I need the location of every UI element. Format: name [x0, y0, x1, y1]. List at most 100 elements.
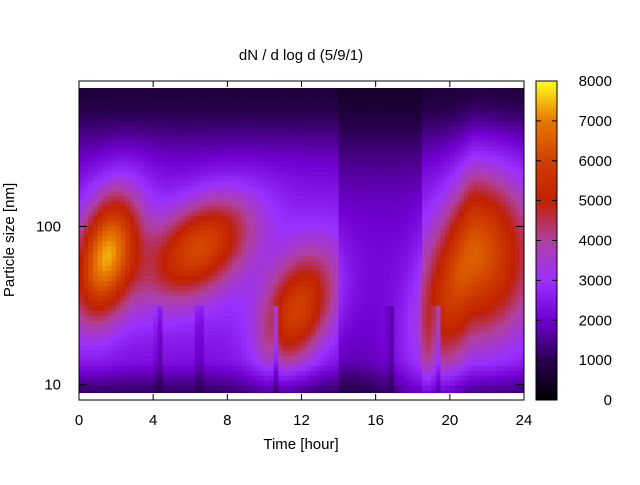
heatmap-cell	[380, 335, 386, 341]
heatmap-cell	[292, 120, 298, 127]
heatmap-cell	[194, 100, 201, 107]
heatmap-cell	[148, 285, 154, 291]
heatmap-cell	[199, 185, 205, 192]
heatmap-cell	[162, 385, 168, 391]
heatmap-cell	[241, 145, 247, 152]
heatmap-cell	[255, 90, 261, 97]
heatmap-cell	[310, 115, 317, 122]
heatmap-cell	[357, 350, 363, 356]
heatmap-cell	[157, 270, 164, 276]
heatmap-cell	[375, 195, 381, 202]
heatmap-cell	[292, 230, 298, 237]
heatmap-cell	[162, 215, 168, 222]
heatmap-cell	[213, 185, 219, 192]
heatmap-cell	[106, 195, 113, 202]
heatmap-cell	[129, 265, 136, 271]
heatmap-cell	[435, 270, 442, 276]
heatmap-cell	[287, 280, 293, 286]
heatmap-cell	[116, 315, 122, 321]
heatmap-cell	[134, 330, 140, 336]
heatmap-cell	[102, 300, 108, 306]
heatmap-cell	[143, 105, 150, 112]
heatmap-cell	[338, 300, 344, 306]
heatmap-cell	[83, 210, 89, 217]
heatmap-cell	[361, 270, 367, 276]
heatmap-cell	[264, 275, 270, 281]
heatmap-cell	[213, 160, 219, 167]
heatmap-cell	[292, 295, 298, 301]
heatmap-cell	[116, 250, 122, 257]
heatmap-cell	[208, 310, 215, 316]
heatmap-cell	[422, 270, 428, 276]
heatmap-cell	[194, 265, 201, 271]
heatmap-cell	[278, 170, 284, 177]
heatmap-cell	[97, 225, 103, 232]
heatmap-cell	[366, 115, 372, 122]
heatmap-cell	[116, 230, 122, 237]
heatmap-cell	[148, 140, 154, 147]
heatmap-cell	[333, 115, 340, 122]
heatmap-cell	[282, 350, 289, 356]
heatmap-cell	[120, 115, 126, 122]
heatmap-cell	[394, 315, 400, 321]
heatmap-cell	[329, 140, 335, 147]
heatmap-cell	[426, 375, 432, 381]
heatmap-cell	[153, 155, 159, 162]
heatmap-cell	[366, 90, 372, 97]
heatmap-cell	[190, 200, 196, 207]
heatmap-cell	[134, 290, 140, 296]
heatmap-cell	[435, 115, 442, 122]
heatmap-cell	[343, 265, 349, 271]
heatmap-cell	[79, 300, 85, 306]
heatmap-cell	[167, 180, 173, 187]
heatmap-cell	[301, 330, 307, 336]
heatmap-cell	[380, 255, 386, 262]
heatmap-cell	[282, 155, 289, 162]
heatmap-cell	[199, 325, 205, 331]
heatmap-cell	[102, 250, 108, 257]
heatmap-cell	[157, 160, 164, 167]
heatmap-cell	[394, 385, 400, 391]
heatmap-cell	[148, 375, 154, 381]
heatmap-cell	[241, 320, 247, 326]
heatmap-cell	[398, 180, 405, 187]
heatmap-cell	[310, 165, 317, 172]
heatmap-cell	[190, 270, 196, 276]
heatmap-cell	[282, 295, 289, 301]
heatmap-cell	[315, 355, 321, 361]
heatmap-cell	[306, 95, 312, 102]
heatmap-cell	[324, 125, 330, 132]
heatmap-cell	[236, 320, 242, 326]
heatmap-cell	[333, 375, 340, 381]
heatmap-cell	[97, 200, 103, 207]
heatmap-cell	[347, 260, 354, 267]
heatmap-cell	[343, 250, 349, 257]
heatmap-cell	[408, 285, 414, 291]
heatmap-cell	[185, 88, 191, 92]
heatmap-cell	[227, 245, 233, 252]
heatmap-cell	[129, 185, 136, 192]
heatmap-cell	[273, 255, 279, 262]
heatmap-cell	[204, 110, 210, 117]
heatmap-cell	[194, 350, 201, 356]
heatmap-cell	[92, 260, 99, 267]
heatmap-cell	[153, 380, 159, 386]
heatmap-cell	[199, 310, 205, 316]
heatmap-cell	[264, 240, 270, 247]
heatmap-cell	[347, 125, 354, 132]
heatmap-cell	[375, 390, 381, 393]
heatmap-cell	[347, 390, 354, 393]
heatmap-cell	[301, 220, 307, 227]
heatmap-cell	[259, 300, 266, 306]
heatmap-cell	[227, 100, 233, 107]
heatmap-cell	[315, 220, 321, 227]
heatmap-cell	[102, 135, 108, 142]
heatmap-cell	[245, 330, 252, 336]
heatmap-cell	[106, 390, 113, 393]
heatmap-cell	[245, 150, 252, 157]
heatmap-cell	[79, 95, 85, 102]
heatmap-cell	[106, 135, 113, 142]
heatmap-cell	[357, 190, 363, 197]
heatmap-cell	[139, 200, 145, 207]
heatmap-cell	[162, 185, 168, 192]
